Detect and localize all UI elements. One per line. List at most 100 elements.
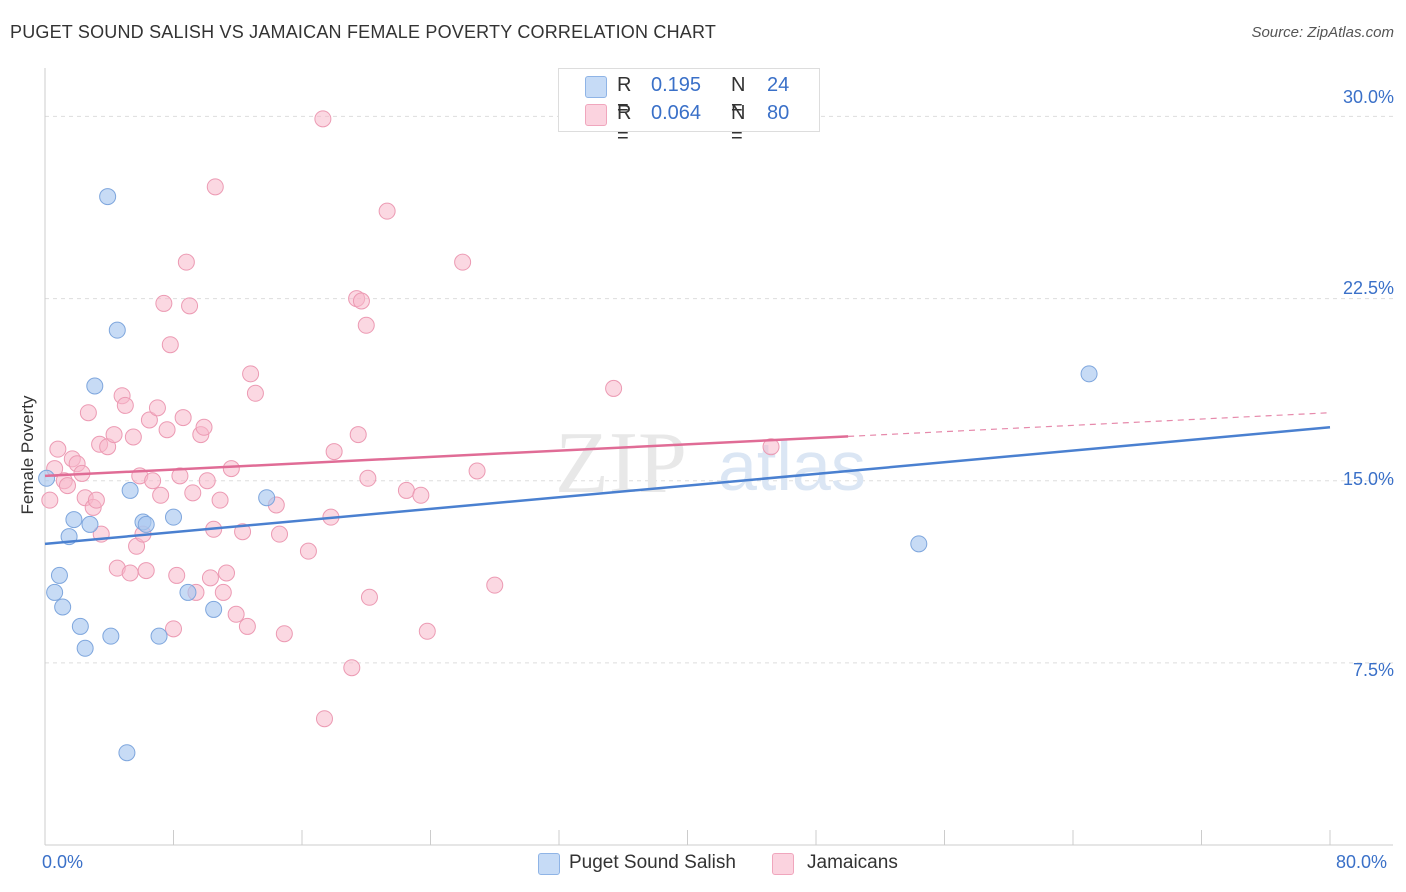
data-point-jamaicans — [195, 418, 213, 436]
data-point-jamaicans — [486, 576, 504, 594]
data-point-jamaicans — [177, 253, 195, 271]
data-point-jamaicans — [349, 426, 367, 444]
data-point-salish — [71, 617, 89, 635]
data-point-salish — [50, 566, 68, 584]
data-point-jamaicans — [144, 472, 162, 490]
data-point-salish — [121, 481, 139, 499]
trend-line-jamaicans-extension — [848, 412, 1331, 437]
data-point-jamaicans — [227, 605, 245, 623]
data-point-jamaicans — [454, 253, 472, 271]
data-point-jamaicans — [184, 484, 202, 502]
data-point-jamaicans — [198, 472, 216, 490]
data-point-jamaicans — [218, 564, 236, 582]
data-point-jamaicans — [165, 620, 182, 638]
data-point-salish — [81, 515, 99, 533]
data-point-jamaicans — [360, 588, 378, 606]
data-point-jamaicans — [148, 399, 166, 417]
n-label: N = — [731, 74, 746, 119]
data-point-jamaicans — [314, 110, 332, 128]
data-point-jamaicans — [171, 467, 189, 485]
data-point-jamaicans — [174, 409, 192, 427]
legend-swatch — [585, 76, 607, 98]
watermark-zip: ZIP — [555, 415, 687, 512]
data-point-salish — [205, 600, 223, 618]
x-tick-label: 80.0% — [1336, 852, 1388, 872]
chart-title: PUGET SOUND SALISH VS JAMAICAN FEMALE PO… — [10, 22, 717, 42]
data-point-salish — [108, 321, 126, 339]
data-point-salish — [258, 489, 276, 507]
data-point-jamaicans — [315, 710, 333, 728]
data-point-jamaicans — [246, 384, 264, 402]
trend-lines — [44, 412, 1331, 546]
trend-line-salish — [44, 426, 1331, 546]
data-point-salish — [165, 508, 182, 526]
legend-swatch — [538, 853, 560, 875]
axes — [44, 68, 1393, 846]
data-point-jamaicans — [168, 566, 186, 584]
y-tick-label: 22.5% — [1342, 278, 1394, 298]
chart-source: Source: ZipAtlas.com — [1251, 24, 1394, 41]
data-point-jamaicans — [155, 294, 173, 312]
puget-sound-salish-points — [38, 188, 1098, 762]
data-point-salish — [137, 515, 155, 533]
data-point-jamaicans — [181, 297, 199, 315]
data-point-salish — [54, 598, 72, 616]
data-point-jamaicans — [299, 542, 317, 560]
data-point-jamaicans — [152, 486, 170, 504]
y-tick-label: 7.5% — [1352, 660, 1394, 680]
data-point-jamaicans — [116, 396, 134, 414]
y-tick-label: 30.0% — [1342, 87, 1394, 107]
data-point-jamaicans — [41, 491, 59, 509]
data-point-jamaicans — [242, 365, 260, 383]
correlation-legend: R = 0.195 N = 24 R = 0.064 N = 80 — [558, 68, 820, 147]
data-point-salish — [38, 469, 56, 487]
data-point-jamaicans — [325, 443, 343, 461]
r-value: 0.064 — [651, 102, 702, 124]
legend-swatch — [585, 104, 607, 126]
y-axis-label: Female Poverty — [18, 395, 37, 515]
legend-swatch — [772, 853, 794, 875]
data-point-jamaicans — [378, 202, 396, 220]
data-point-jamaicans — [762, 438, 780, 456]
data-point-jamaicans — [238, 617, 256, 635]
data-point-jamaicans — [234, 523, 252, 541]
data-point-jamaicans — [222, 460, 240, 478]
data-point-jamaicans — [161, 336, 179, 354]
data-point-salish — [150, 627, 168, 645]
legend-label: Jamaicans — [807, 852, 898, 873]
data-point-jamaicans — [124, 428, 142, 446]
data-point-salish — [102, 627, 120, 645]
data-point-jamaicans — [352, 292, 370, 310]
data-point-salish — [179, 583, 197, 601]
data-point-salish — [46, 583, 64, 601]
data-point-jamaicans — [412, 486, 430, 504]
jamaicans-points — [41, 110, 780, 728]
data-point-jamaicans — [275, 625, 293, 643]
data-point-salish — [86, 377, 104, 395]
data-point-jamaicans — [211, 491, 229, 509]
legend-label: Puget Sound Salish — [569, 852, 736, 873]
data-point-jamaicans — [137, 562, 155, 580]
data-point-salish — [1080, 365, 1098, 383]
data-point-jamaicans — [87, 491, 105, 509]
data-point-jamaicans — [206, 178, 224, 196]
data-point-jamaicans — [140, 411, 158, 429]
n-value: 24 — [767, 74, 790, 96]
trend-line-jamaicans — [44, 435, 849, 478]
data-point-jamaicans — [58, 477, 76, 495]
data-point-jamaicans — [158, 421, 176, 439]
data-point-jamaicans — [418, 622, 436, 640]
data-point-jamaicans — [605, 379, 623, 397]
data-point-jamaicans — [397, 481, 415, 499]
data-point-jamaicans — [105, 426, 123, 444]
data-point-salish — [910, 535, 928, 553]
r-value: 0.195 — [651, 74, 702, 96]
data-point-jamaicans — [357, 316, 375, 334]
n-value: 80 — [767, 102, 790, 124]
data-point-salish — [76, 639, 94, 657]
data-point-jamaicans — [359, 469, 377, 487]
data-point-jamaicans — [201, 569, 219, 587]
y-tick-label: 15.0% — [1342, 469, 1394, 489]
data-point-jamaicans — [121, 564, 139, 582]
